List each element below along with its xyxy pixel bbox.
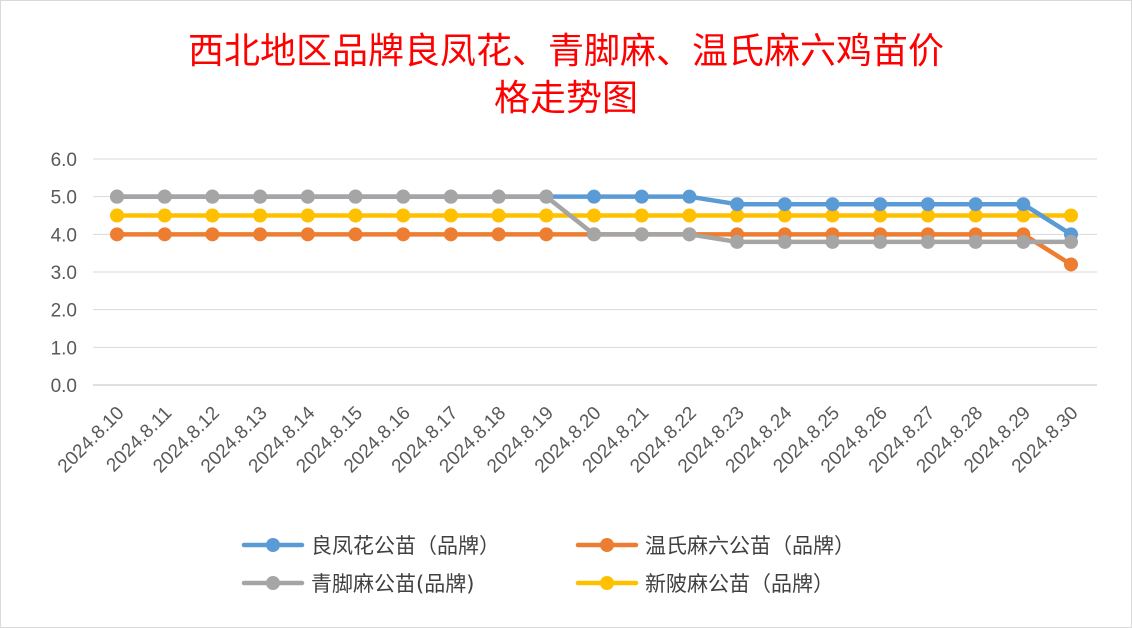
data-point (301, 209, 315, 223)
data-point (301, 227, 315, 241)
y-tick-label: 5.0 (51, 188, 77, 209)
legend-label: 新陂麻公苗（品牌） (645, 572, 834, 596)
data-point (492, 190, 506, 204)
data-point (158, 209, 172, 223)
data-point (539, 190, 553, 204)
y-tick-label: 3.0 (51, 263, 77, 284)
data-point (158, 190, 172, 204)
data-point (587, 227, 601, 241)
data-point (539, 227, 553, 241)
data-point (1016, 235, 1030, 249)
data-point (826, 235, 840, 249)
data-point (205, 190, 219, 204)
data-point (492, 209, 506, 223)
data-point (110, 227, 124, 241)
y-tick-label: 2.0 (51, 301, 77, 322)
data-point (587, 209, 601, 223)
data-point (1064, 235, 1078, 249)
data-point (969, 235, 983, 249)
data-point (873, 197, 887, 211)
data-point (539, 209, 553, 223)
data-point (253, 209, 267, 223)
data-point (730, 235, 744, 249)
data-point (1064, 209, 1078, 223)
data-point (635, 190, 649, 204)
data-point (778, 197, 792, 211)
data-point (682, 227, 696, 241)
data-point (444, 209, 458, 223)
data-point (444, 227, 458, 241)
y-tick-label: 0.0 (51, 376, 77, 397)
data-point (349, 227, 363, 241)
data-point (349, 209, 363, 223)
data-point (682, 209, 696, 223)
chart-title-line-2: 格走势图 (494, 78, 638, 119)
line-chart: 西北地区品牌良凤花、青脚麻、温氏麻六鸡苗价 格走势图 0.0 1.0 2.0 3.0 4… (0, 0, 1132, 628)
legend-label: 温氏麻六公苗（品牌） (645, 534, 855, 558)
data-point (730, 197, 744, 211)
data-point (826, 197, 840, 211)
data-point (349, 190, 363, 204)
legend-swatch-marker (266, 538, 280, 552)
legend-swatch-marker (266, 576, 280, 590)
data-point (921, 197, 935, 211)
data-point (635, 209, 649, 223)
data-point (635, 227, 649, 241)
y-tick-label: 6.0 (51, 150, 77, 171)
legend-swatch-marker (600, 576, 614, 590)
chart-title-line-1: 西北地区品牌良凤花、青脚麻、温氏麻六鸡苗价 (188, 31, 944, 72)
data-point (301, 190, 315, 204)
data-point (158, 227, 172, 241)
data-point (205, 209, 219, 223)
legend-label: 青脚麻公苗(品牌) (311, 572, 474, 596)
data-point (396, 190, 410, 204)
data-point (253, 227, 267, 241)
data-point (253, 190, 267, 204)
data-point (205, 227, 219, 241)
data-point (396, 227, 410, 241)
data-point (969, 197, 983, 211)
legend-label: 良凤花公苗（品牌） (311, 534, 500, 558)
data-point (1064, 257, 1078, 271)
data-point (396, 209, 410, 223)
series-3 (110, 209, 1078, 223)
legend-swatch-marker (600, 538, 614, 552)
data-point (1016, 197, 1030, 211)
data-point (444, 190, 458, 204)
data-point (587, 190, 601, 204)
data-point (921, 235, 935, 249)
chart-container: 西北地区品牌良凤花、青脚麻、温氏麻六鸡苗价 格走势图 0.0 1.0 2.0 3.0 4… (0, 0, 1132, 628)
data-point (873, 235, 887, 249)
data-point (778, 235, 792, 249)
data-point (492, 227, 506, 241)
y-tick-label: 4.0 (51, 225, 77, 246)
data-point (110, 209, 124, 223)
data-point (682, 190, 696, 204)
data-point (110, 190, 124, 204)
y-tick-label: 1.0 (51, 338, 77, 359)
